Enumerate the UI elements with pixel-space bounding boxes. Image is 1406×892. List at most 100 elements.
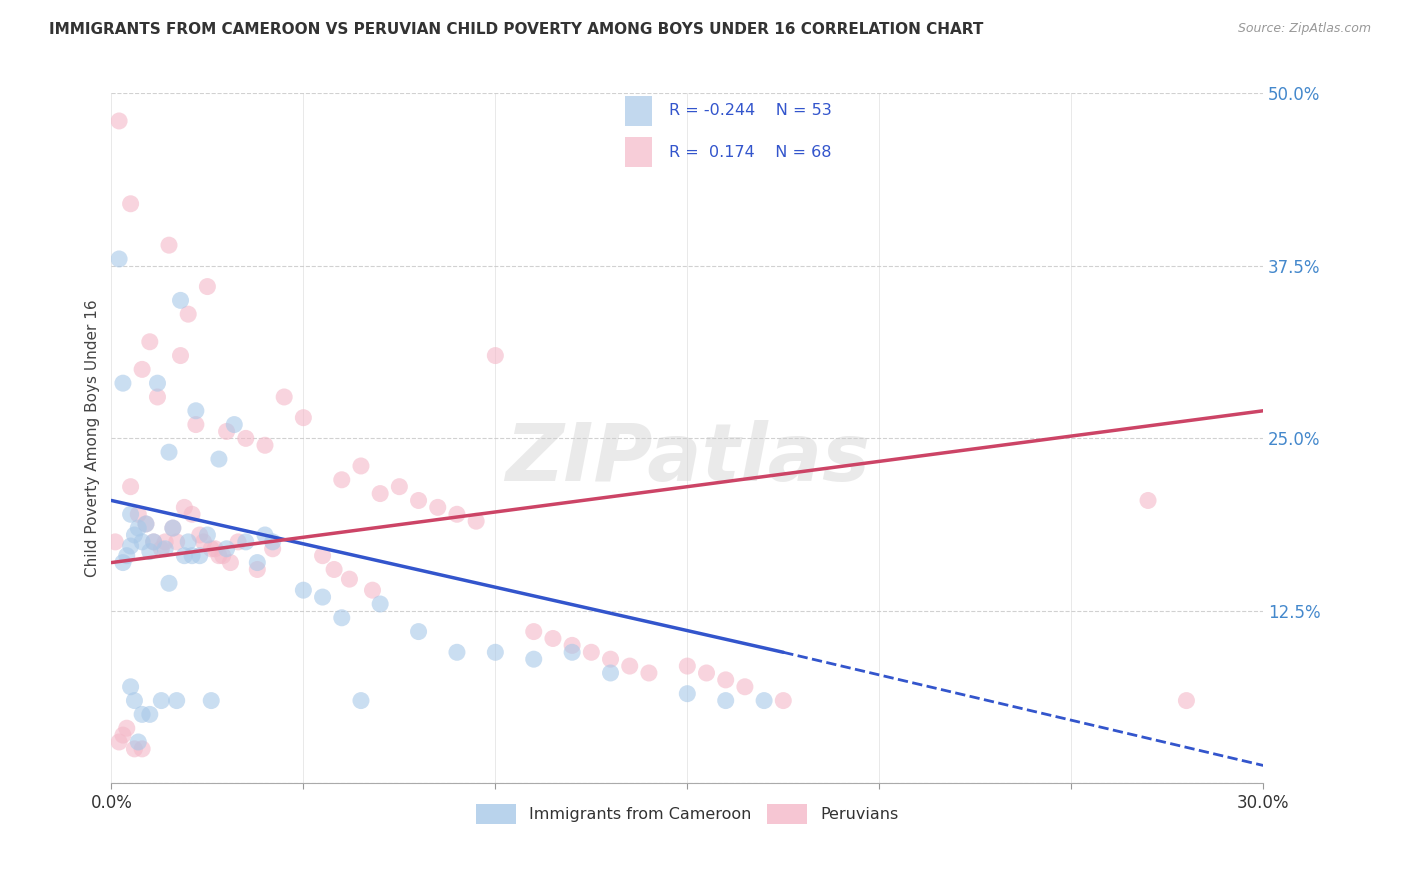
- Point: [273, 390, 295, 404]
- Point: [127, 521, 149, 535]
- Point: [162, 521, 184, 535]
- Point: [184, 417, 207, 432]
- Point: [339, 572, 361, 586]
- Point: [181, 508, 204, 522]
- Point: [772, 693, 794, 707]
- Point: [111, 728, 134, 742]
- Point: [135, 516, 157, 531]
- Point: [131, 707, 153, 722]
- Point: [226, 534, 249, 549]
- Point: [541, 632, 564, 646]
- Point: [142, 534, 165, 549]
- Point: [193, 534, 215, 549]
- Point: [157, 445, 180, 459]
- Point: [124, 693, 146, 707]
- Point: [208, 549, 231, 563]
- Point: [111, 376, 134, 391]
- Point: [361, 583, 384, 598]
- Text: R = -0.244    N = 53: R = -0.244 N = 53: [669, 103, 832, 119]
- Legend: Immigrants from Cameroon, Peruvians: Immigrants from Cameroon, Peruvians: [477, 805, 898, 823]
- Point: [184, 404, 207, 418]
- Y-axis label: Child Poverty Among Boys Under 16: Child Poverty Among Boys Under 16: [86, 300, 100, 577]
- Point: [115, 721, 138, 735]
- Point: [135, 516, 157, 531]
- Point: [638, 665, 661, 680]
- Point: [169, 293, 191, 308]
- Point: [388, 480, 411, 494]
- Point: [204, 541, 226, 556]
- Point: [368, 597, 391, 611]
- Bar: [626, 96, 652, 126]
- Point: [561, 645, 583, 659]
- Point: [1175, 693, 1198, 707]
- Point: [311, 549, 333, 563]
- Text: R =  0.174    N = 68: R = 0.174 N = 68: [669, 145, 831, 160]
- Point: [108, 735, 131, 749]
- Point: [139, 544, 162, 558]
- Point: [173, 500, 195, 515]
- Point: [139, 707, 162, 722]
- Point: [523, 652, 546, 666]
- Point: [1137, 493, 1160, 508]
- Point: [162, 521, 184, 535]
- Point: [484, 645, 506, 659]
- Point: [330, 473, 353, 487]
- Point: [465, 514, 488, 528]
- Point: [150, 693, 173, 707]
- Point: [350, 458, 373, 473]
- Point: [169, 349, 191, 363]
- Point: [131, 534, 153, 549]
- Point: [714, 673, 737, 687]
- Point: [153, 541, 176, 556]
- Point: [211, 549, 233, 563]
- Text: ZIPatlas: ZIPatlas: [505, 420, 870, 498]
- Point: [426, 500, 449, 515]
- Point: [561, 639, 583, 653]
- Text: IMMIGRANTS FROM CAMEROON VS PERUVIAN CHILD POVERTY AMONG BOYS UNDER 16 CORRELATI: IMMIGRANTS FROM CAMEROON VS PERUVIAN CHI…: [49, 22, 984, 37]
- Point: [104, 534, 127, 549]
- Point: [446, 508, 468, 522]
- Point: [173, 549, 195, 563]
- Point: [197, 279, 219, 293]
- Point: [157, 576, 180, 591]
- Point: [262, 534, 284, 549]
- Point: [350, 693, 373, 707]
- Point: [153, 534, 176, 549]
- Point: [124, 528, 146, 542]
- Point: [208, 452, 231, 467]
- Point: [752, 693, 775, 707]
- Point: [734, 680, 756, 694]
- Point: [120, 508, 142, 522]
- Point: [188, 528, 211, 542]
- Point: [676, 687, 699, 701]
- Point: [120, 539, 142, 553]
- Point: [581, 645, 603, 659]
- Point: [108, 114, 131, 128]
- Point: [368, 486, 391, 500]
- Point: [484, 349, 506, 363]
- Point: [120, 480, 142, 494]
- Point: [127, 508, 149, 522]
- Point: [446, 645, 468, 659]
- Point: [150, 541, 173, 556]
- Point: [619, 659, 641, 673]
- Point: [262, 541, 284, 556]
- Bar: [626, 137, 652, 167]
- Point: [131, 362, 153, 376]
- Point: [215, 541, 238, 556]
- Point: [142, 534, 165, 549]
- Point: [127, 735, 149, 749]
- Point: [235, 534, 257, 549]
- Point: [246, 562, 269, 576]
- Point: [139, 334, 162, 349]
- Point: [676, 659, 699, 673]
- Point: [235, 431, 257, 445]
- Point: [131, 742, 153, 756]
- Point: [166, 693, 188, 707]
- Point: [330, 611, 353, 625]
- Point: [599, 665, 621, 680]
- Point: [246, 556, 269, 570]
- Text: Source: ZipAtlas.com: Source: ZipAtlas.com: [1237, 22, 1371, 36]
- Point: [177, 307, 200, 321]
- Point: [120, 680, 142, 694]
